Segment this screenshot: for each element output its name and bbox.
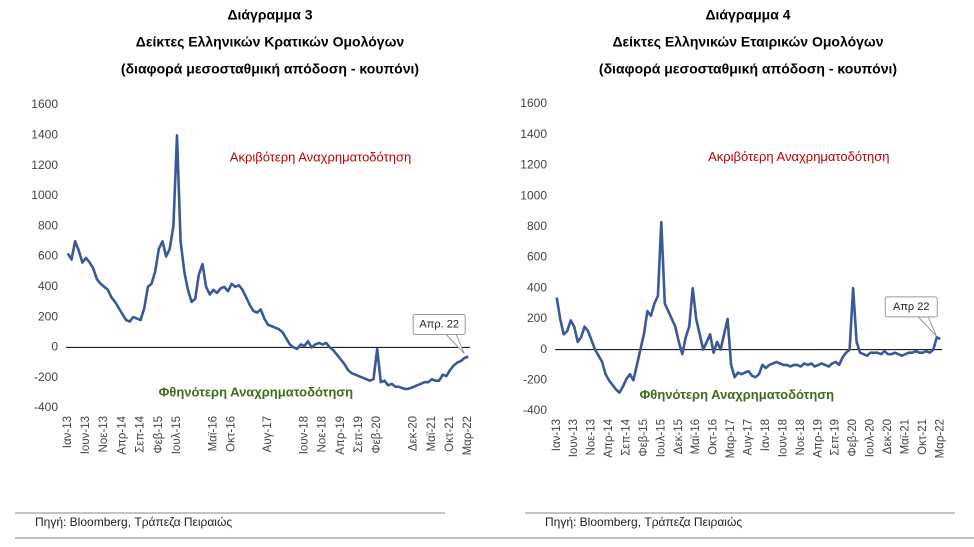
- y-tick-label: 800: [38, 218, 58, 232]
- chart-subtitle: (διαφορά μεσοσταθμική απόδοση - κουπόνι): [121, 61, 419, 77]
- y-tick-label: 0: [51, 340, 58, 354]
- x-tick-label: Απρ-14: [116, 415, 128, 454]
- chart-subtitle: Δείκτες Ελληνικών Κρατικών Ομολόγων: [136, 34, 405, 50]
- x-tick-label: Αυγ-17: [743, 419, 755, 455]
- callout-box: [884, 296, 938, 318]
- x-tick-label: Δεκ-20: [882, 419, 894, 454]
- x-tick-label: Αυγ-17: [262, 416, 274, 452]
- x-tick-label: Νοε-13: [586, 419, 598, 455]
- x-tick-label: Μαρ-22: [462, 416, 474, 455]
- y-tick-label: -200: [34, 370, 58, 384]
- x-tick-label: Οκτ-16: [708, 419, 720, 455]
- x-tick-label: Ιαν-18: [760, 419, 772, 451]
- x-tick-label: Νοε-13: [98, 416, 110, 452]
- x-tick-label: Ιαν-13: [551, 419, 563, 451]
- y-tick-label: 200: [527, 311, 547, 325]
- y-tick-label: 400: [527, 280, 547, 294]
- y-tick-label: 1600: [31, 97, 58, 111]
- x-tick-label: Οκτ-21: [444, 416, 456, 452]
- source: Πηγή: Bloomberg, Τράπεζα Πειραιώς: [545, 515, 742, 529]
- series-line: [555, 220, 941, 394]
- chart: Διάγραμμα 4 Δείκτες Ελληνικών Εταιρικών Ο…: [520, 7, 955, 529]
- y-tick-label: 1000: [31, 188, 58, 202]
- x-tick-label: Ιουν-13: [568, 419, 580, 457]
- x-tick-label: Μαρ-17: [725, 419, 737, 458]
- annotation-expensive: Ακριβότερη Αναχρηματοδότηση: [708, 149, 889, 164]
- y-tick-label: -200: [523, 372, 547, 386]
- x-tick-label: Μαρ-22: [934, 419, 946, 458]
- annotation-cheap: Φθηνότερη Αναχρηματοδότηση: [159, 384, 354, 399]
- y-tick-label: 800: [527, 219, 547, 233]
- x-tick-label: Μαϊ-16: [207, 416, 219, 451]
- x-tick-label: Μαϊ-21: [899, 419, 911, 454]
- source: Πηγή: Bloomberg, Τράπεζα Πειραιώς: [35, 515, 232, 529]
- annotation-cheap: Φθηνότερη Αναχρηματοδότηση: [640, 387, 835, 402]
- y-tick-label: 400: [38, 279, 58, 293]
- chart-title: Διάγραμμα 3: [227, 7, 312, 23]
- x-tick-label: Ιουν-18: [298, 416, 310, 454]
- y-tick-label: -400: [523, 403, 547, 417]
- x-tick-label: Ιουν-13: [80, 416, 92, 454]
- chart: Διάγραμμα 3 Δείκτες Ελληνικών Κρατικών Ομ…: [15, 7, 474, 529]
- x-tick-label: Φεβ-20: [371, 416, 383, 454]
- x-tick-label: Ιουλ-15: [655, 419, 667, 457]
- callout-pointer: [917, 316, 937, 337]
- x-tick-label: Οκτ-21: [917, 419, 929, 455]
- callout-pointer: [445, 333, 465, 354]
- y-tick-label: 1400: [31, 127, 58, 141]
- x-tick-label: Ιαν-13: [62, 416, 74, 448]
- x-tick-label: Σεπ-19: [830, 419, 842, 456]
- x-tick-label: Φεβ-15: [153, 416, 165, 454]
- chart-subtitle: (διαφορά μεσοσταθμική απόδοση - κουπόνι): [599, 61, 897, 77]
- x-tick-label: Σεπ-14: [621, 418, 633, 455]
- x-tick-label: Απρ-19: [812, 419, 824, 458]
- x-tick-label: Ιουλ-20: [865, 419, 877, 457]
- chart-subtitle: Δείκτες Ελληνικών Εταιρικών Ομολόγων: [612, 34, 883, 50]
- y-tick-label: 1600: [520, 96, 547, 110]
- x-tick-label: Σεπ-14: [135, 415, 147, 452]
- x-tick-label: Απρ-19: [335, 416, 347, 455]
- x-tick-label: Ιουλ-15: [171, 416, 183, 454]
- y-tick-label: 600: [527, 250, 547, 264]
- x-tick-label: Ιουν-18: [777, 419, 789, 457]
- y-tick-label: -400: [34, 400, 58, 414]
- x-tick-label: Φεβ-20: [847, 419, 859, 457]
- y-tick-label: 200: [38, 309, 58, 323]
- x-tick-label: Απρ-14: [603, 418, 615, 457]
- y-tick-label: 1200: [520, 158, 547, 172]
- series-line: [66, 134, 469, 391]
- y-tick-label: 1400: [520, 127, 547, 141]
- callout-text: Απρ 22: [893, 301, 929, 313]
- x-tick-label: Μαϊ-21: [426, 416, 438, 451]
- x-tick-label: Μαϊ-16: [690, 419, 702, 454]
- y-tick-label: 1200: [31, 158, 58, 172]
- x-tick-label: Νοε-18: [795, 419, 807, 455]
- y-tick-label: 0: [540, 342, 547, 356]
- x-tick-label: Δεκ-20: [408, 416, 420, 451]
- x-tick-label: Φεβ-15: [638, 419, 650, 457]
- chart-title: Διάγραμμα 4: [705, 7, 790, 23]
- callout-box: [412, 313, 466, 335]
- x-tick-label: Νοε-18: [317, 416, 329, 452]
- x-tick-label: Δεκ-15: [673, 419, 685, 454]
- callout-text: Απρ. 22: [419, 318, 459, 330]
- y-tick-label: 600: [38, 249, 58, 263]
- x-tick-label: Σεπ-19: [353, 416, 365, 453]
- x-tick-label: Οκτ-16: [226, 416, 238, 452]
- annotation-expensive: Ακριβότερη Αναχρηματοδότηση: [230, 149, 411, 164]
- y-tick-label: 1000: [520, 188, 547, 202]
